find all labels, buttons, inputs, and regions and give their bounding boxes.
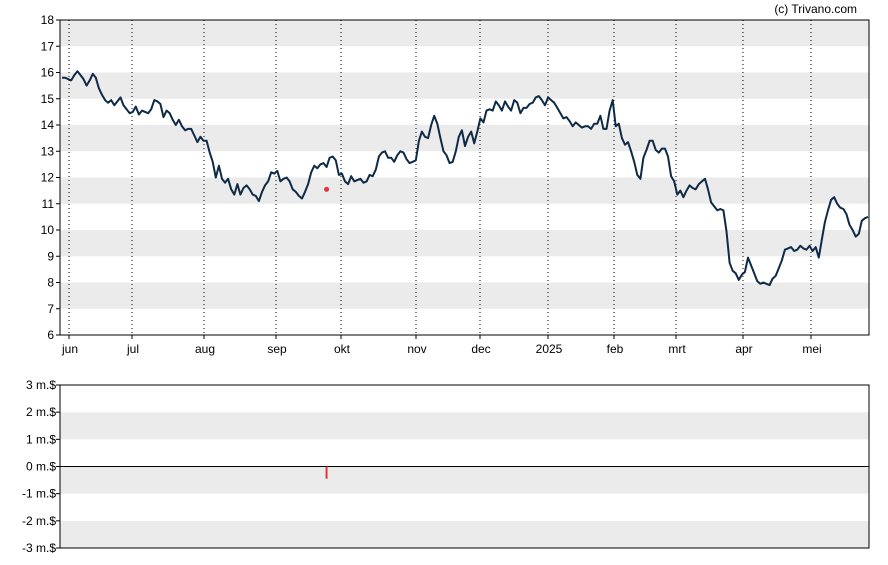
volume-y-axis: -3 m.$ -2 m.$ -1 m.$ 0 m.$ 1 m.$ 2 m.$ 3 m.$ [22, 378, 60, 555]
price-band [60, 256, 869, 283]
price-tick-label: 7 [47, 302, 54, 316]
price-band [60, 72, 869, 99]
price-tick-label: 11 [42, 197, 55, 211]
volume-tick-label: 3 m.$ [26, 378, 56, 392]
volume-grid-bands [60, 385, 869, 548]
price-band [60, 282, 869, 309]
trade-volume-bars [325, 466, 328, 479]
price-tick-label: 14 [41, 118, 55, 132]
month-tick-label: 2025 [536, 342, 563, 356]
price-tick-label: 6 [47, 328, 54, 342]
price-tick-label: 13 [41, 144, 55, 158]
price-tick-label: 8 [47, 276, 54, 290]
price-tick-label: 15 [41, 92, 55, 106]
volume-tick-label: -2 m.$ [22, 514, 56, 528]
month-tick-label: dec [471, 342, 490, 356]
volume-band [60, 439, 869, 467]
price-tick-label: 16 [41, 66, 55, 80]
price-grid-bands [60, 20, 869, 335]
volume-chart-frame [59, 384, 870, 549]
price-band [60, 203, 869, 230]
price-chart-frame [59, 19, 870, 336]
month-tick-label: feb [607, 342, 624, 356]
price-tick-label: 12 [41, 171, 55, 185]
volume-tick-label: 0 m.$ [26, 460, 56, 474]
month-tick-label: nov [407, 342, 426, 356]
price-band [60, 177, 869, 204]
price-band [60, 125, 869, 152]
month-x-axis: jun jul aug sep okt nov dec 2025 feb mrt apr mei [61, 335, 822, 356]
sell-marker [324, 186, 330, 192]
price-band [60, 308, 869, 335]
month-gridlines [68, 20, 812, 335]
price-band [60, 98, 869, 125]
volume-tick-label: 1 m.$ [26, 432, 56, 446]
month-tick-label: apr [735, 342, 752, 356]
month-tick-label: sep [267, 342, 287, 356]
volume-tick-label: -1 m.$ [22, 487, 56, 501]
volume-tick-label: 2 m.$ [26, 405, 56, 419]
month-tick-label: mrt [668, 342, 686, 356]
month-tick-label: jul [126, 342, 139, 356]
price-chart-panel: 6 7 8 9 10 11 12 13 14 15 16 17 18 jun jul aug sep okt no… [41, 13, 870, 356]
volume-band [60, 466, 869, 494]
trade-markers [324, 186, 330, 192]
price-y-axis: 6 7 8 9 10 11 12 13 14 15 16 17 18 [41, 13, 60, 342]
price-tick-label: 18 [41, 13, 55, 27]
volume-band [60, 493, 869, 521]
month-tick-label: okt [334, 342, 351, 356]
share-price-line [62, 70, 869, 287]
volume-band [60, 385, 869, 413]
price-tick-label: 10 [41, 223, 55, 237]
month-tick-label: mei [802, 342, 821, 356]
trade-volume-panel: -3 m.$ -2 m.$ -1 m.$ 0 m.$ 1 m.$ 2 m.$ 3 m.$ [22, 378, 870, 555]
volume-band [60, 520, 869, 548]
price-tick-label: 9 [47, 249, 54, 263]
month-tick-label: aug [195, 342, 215, 356]
price-band [60, 20, 869, 47]
price-tick-label: 17 [41, 39, 55, 53]
price-band [60, 230, 869, 257]
price-band [60, 151, 869, 178]
copyright-label: (c) Trivano.com [774, 2, 857, 16]
volume-tick-label: -3 m.$ [22, 541, 56, 555]
volume-band [60, 412, 869, 440]
price-band [60, 46, 869, 73]
month-tick-label: jun [61, 342, 78, 356]
